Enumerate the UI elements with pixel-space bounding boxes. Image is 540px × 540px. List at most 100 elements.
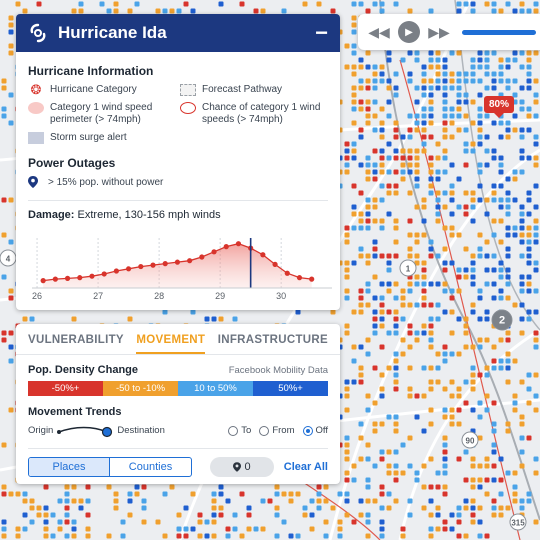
density-dot [372, 162, 378, 168]
damage-point[interactable] [309, 276, 315, 282]
radio-to[interactable]: To [228, 425, 251, 436]
density-dot [365, 512, 371, 518]
damage-point[interactable] [138, 263, 144, 270]
density-dot [533, 519, 539, 525]
density-dot [260, 526, 266, 532]
route-marker[interactable] [491, 309, 513, 331]
tab-movement[interactable]: MOVEMENT [136, 334, 206, 354]
density-dot [477, 484, 483, 490]
density-dot [379, 372, 385, 378]
route-marker[interactable] [509, 513, 527, 531]
density-dot [393, 169, 399, 175]
density-dot [393, 71, 399, 77]
density-dot [512, 491, 518, 497]
density-dot [428, 484, 434, 490]
radio-dot[interactable] [228, 425, 239, 436]
density-dot [407, 190, 413, 196]
radio-dot[interactable] [259, 425, 270, 436]
density-dot [512, 358, 518, 364]
density-dot [484, 211, 490, 217]
damage-point[interactable] [223, 244, 229, 250]
density-dot [533, 155, 539, 161]
damage-point[interactable] [52, 276, 58, 282]
damage-point[interactable] [89, 273, 95, 279]
damage-point[interactable] [284, 270, 290, 276]
clear-all-button[interactable]: Clear All [283, 461, 328, 473]
damage-point[interactable] [40, 278, 46, 284]
damage-point[interactable] [77, 275, 83, 281]
density-dot [365, 50, 371, 56]
tab-infrastructure[interactable]: INFRASTRUCTURE [217, 334, 328, 346]
damage-point[interactable] [64, 275, 71, 281]
damage-point[interactable] [296, 275, 303, 281]
radio-dot[interactable] [302, 425, 313, 436]
density-dot [316, 1, 322, 7]
route-marker[interactable] [399, 259, 417, 277]
damage-point[interactable] [260, 252, 266, 258]
density-dot [449, 526, 455, 532]
page-title: Hurricane Ida [58, 23, 167, 42]
damage-point[interactable] [113, 268, 119, 274]
density-dot [449, 120, 455, 126]
density-dot [463, 505, 469, 511]
density-dot [85, 533, 91, 539]
radio-off[interactable]: Off [302, 425, 328, 436]
density-dot [365, 477, 371, 483]
damage-point[interactable] [125, 266, 132, 272]
radio-from[interactable]: From [259, 425, 295, 436]
density-dot [372, 239, 378, 245]
density-dot [8, 358, 14, 364]
density-dot [1, 519, 7, 525]
tab-vulnerability[interactable]: VULNERABILITY [28, 334, 124, 346]
density-dot [64, 484, 70, 490]
density-dot [491, 281, 497, 287]
density-dot [526, 8, 532, 14]
density-dot [512, 176, 518, 182]
density-dot [295, 491, 301, 497]
density-dot [477, 57, 483, 63]
rewind-icon[interactable]: ◀◀ [368, 23, 390, 40]
damage-point[interactable] [235, 241, 242, 247]
damage-timeline-chart[interactable]: 26 27 28 29 30 [24, 234, 340, 310]
density-dot [505, 211, 511, 217]
density-dot [491, 295, 497, 301]
pin-count-badge[interactable]: 0 [210, 457, 274, 477]
density-dot [470, 120, 476, 126]
damage-point[interactable] [187, 258, 193, 264]
damage-area [43, 243, 312, 288]
density-dot [505, 337, 511, 343]
minimize-button[interactable]: − [315, 20, 328, 45]
density-dot [22, 491, 28, 497]
play-icon[interactable]: ▶ [398, 21, 420, 43]
density-dot [421, 204, 427, 210]
density-dot [176, 8, 182, 14]
density-dot [379, 491, 385, 497]
density-dot [526, 435, 532, 441]
density-dot [463, 211, 469, 217]
density-dot [526, 253, 532, 259]
density-dot [379, 533, 385, 539]
damage-point[interactable] [174, 259, 181, 265]
damage-point[interactable] [101, 271, 107, 277]
density-dot [379, 197, 385, 203]
places-button[interactable]: Places [29, 458, 110, 476]
counties-button[interactable]: Counties [128, 461, 173, 473]
density-dot [470, 71, 476, 77]
damage-point[interactable] [150, 262, 156, 268]
density-dot [379, 218, 385, 224]
density-dot [526, 498, 532, 504]
damage-point[interactable] [199, 254, 205, 260]
density-dot [533, 309, 539, 315]
route-marker[interactable] [461, 431, 479, 449]
divider [28, 448, 328, 449]
density-dot [358, 99, 364, 105]
damage-point[interactable] [211, 249, 217, 255]
fast-forward-icon[interactable]: ▶▶ [428, 23, 450, 40]
density-dot [8, 288, 14, 294]
density-dot [414, 85, 420, 91]
damage-point[interactable] [162, 261, 168, 267]
density-dot [463, 323, 469, 329]
timeline-slider[interactable] [462, 29, 536, 35]
density-dot [470, 519, 476, 525]
damage-point[interactable] [272, 261, 278, 267]
